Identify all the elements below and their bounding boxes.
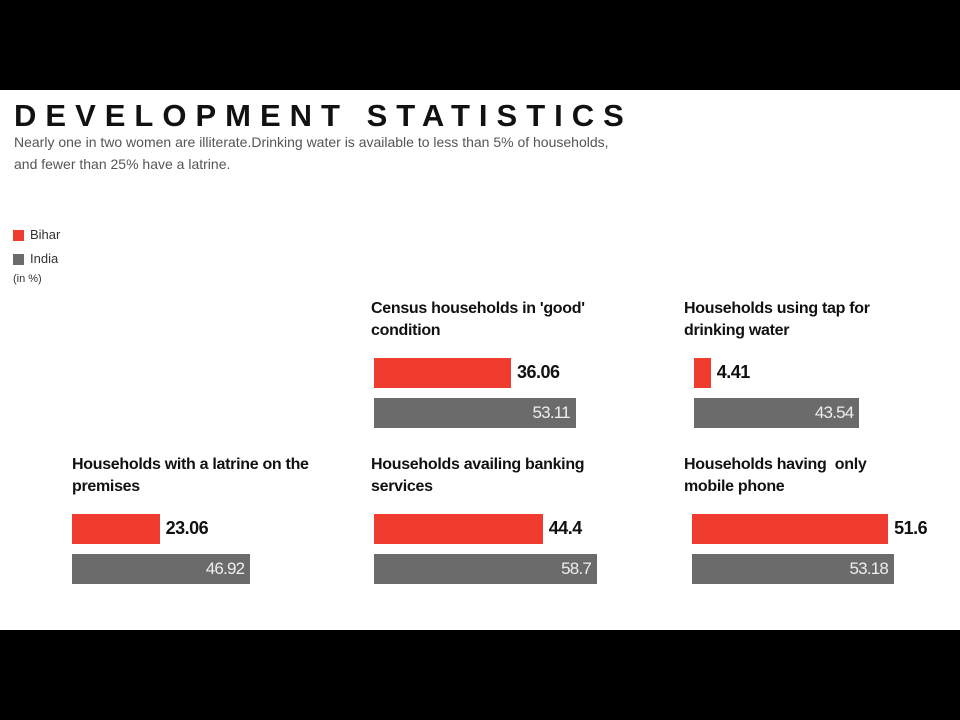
infographic: DEVELOPMENT STATISTICS Nearly one in two…: [0, 90, 960, 630]
bar: [374, 514, 543, 544]
value-label: 58.7: [561, 559, 592, 578]
subtitle: and fewer than 25% have a latrine.: [14, 156, 231, 172]
value-label: 43.54: [814, 403, 854, 422]
chart-title: Census households in 'good': [371, 300, 585, 317]
value-label: 36.06: [517, 362, 560, 382]
bar: [374, 398, 576, 428]
legend-label: India: [30, 251, 59, 266]
chart-title: premises: [72, 478, 140, 495]
chart-title: Households having only: [684, 456, 867, 473]
chart-title: condition: [371, 322, 441, 339]
unit-note: (in %): [13, 273, 42, 285]
chart-title: services: [371, 478, 433, 495]
bar: [694, 398, 860, 428]
bar: [374, 358, 512, 388]
chart-title: Households using tap for: [684, 300, 870, 317]
chart-title: Households availing banking: [371, 456, 585, 473]
bar: [72, 554, 251, 584]
value-label: 44.4: [548, 518, 583, 538]
value-label: 53.18: [849, 559, 889, 578]
legend-label: Bihar: [30, 227, 61, 242]
value-label: 51.6: [894, 518, 928, 538]
chart-title: drinking water: [684, 322, 790, 339]
chart-title: Households with a latrine on the: [72, 456, 309, 473]
value-label: 23.06: [165, 518, 209, 538]
bar: [692, 514, 889, 544]
chart-title: mobile phone: [684, 478, 785, 495]
legend-swatch: [13, 230, 24, 241]
bar: [72, 514, 160, 544]
legend-swatch: [13, 254, 24, 265]
bar: [692, 554, 895, 584]
value-label: 4.41: [716, 362, 751, 382]
bar: [374, 554, 598, 584]
title: DEVELOPMENT STATISTICS: [14, 98, 633, 133]
subtitle: Nearly one in two women are illiterate.D…: [14, 134, 609, 150]
value-label: 53.11: [532, 403, 571, 422]
bar: [694, 358, 711, 388]
value-label: 46.92: [205, 559, 245, 578]
